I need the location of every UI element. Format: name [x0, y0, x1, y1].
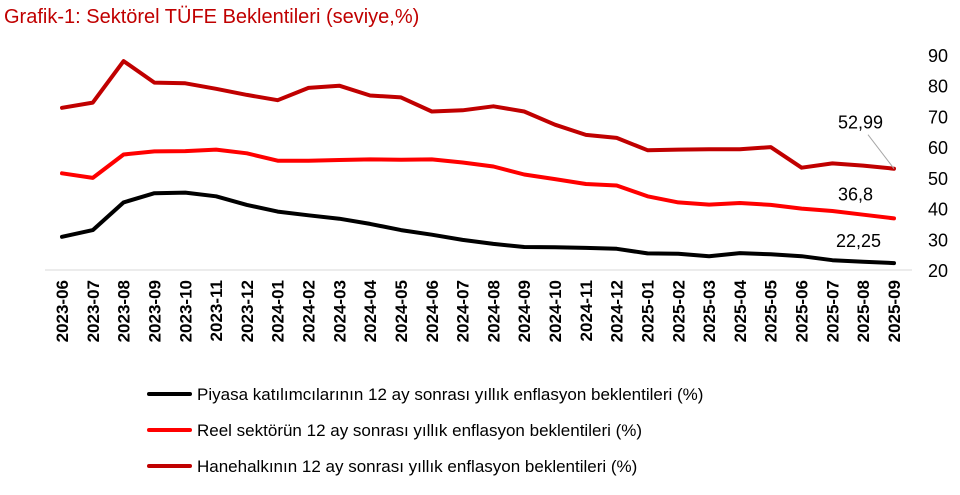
legend: Piyasa katılımcılarının 12 ay sonrası yı…	[147, 385, 703, 476]
x-tick-label: 2023-12	[238, 280, 257, 342]
x-tick-label: 2025-01	[638, 280, 657, 342]
x-tick-label: 2024-08	[484, 280, 503, 342]
x-tick-label: 2024-05	[392, 280, 411, 342]
series-end-label: 22,25	[836, 231, 881, 251]
end-label-layer: 22,25 36,8 52,99	[836, 113, 895, 251]
x-tick-label: 2025-08	[854, 280, 873, 342]
legend-label: Hanehalkının 12 ay sonrası yıllık enflas…	[197, 457, 637, 476]
y-tick-label: 20	[928, 261, 948, 281]
x-tick-label: 2024-09	[515, 280, 534, 342]
series-end-label: 36,8	[838, 184, 873, 204]
x-tick-label: 2025-09	[885, 280, 904, 342]
x-tick-label: 2023-10	[176, 280, 195, 342]
x-tick-label: 2024-10	[546, 280, 565, 342]
y-tick-label: 80	[928, 77, 948, 97]
x-tick-label: 2024-07	[454, 280, 473, 342]
x-tick-label: 2025-04	[731, 279, 750, 342]
legend-label: Reel sektörün 12 ay sonrası yıllık enfla…	[197, 421, 642, 440]
x-tick-label: 2024-01	[269, 280, 288, 342]
end-label-leader-line	[867, 134, 895, 169]
x-tick-label: 2023-06	[53, 280, 72, 342]
axis-layer: 20 30 40 50 60 70 80 90 2023-06 2023-07 2023-08 202…	[45, 46, 948, 342]
series-end-label: 52,99	[838, 113, 883, 133]
legend-label: Piyasa katılımcılarının 12 ay sonrası yı…	[197, 385, 703, 404]
series-layer	[60, 59, 896, 266]
y-tick-label: 70	[928, 107, 948, 127]
x-tick-label: 2024-11	[577, 280, 596, 341]
y-tick-label: 60	[928, 138, 948, 158]
x-tick-label: 2025-05	[762, 280, 781, 342]
x-tick-label: 2025-03	[700, 280, 719, 342]
x-tick-label: 2024-06	[423, 280, 442, 342]
series-line-hanehalki	[60, 59, 896, 171]
y-tick-label: 50	[928, 169, 948, 189]
chart-title: Grafik-1: Sektörel TÜFE Beklentileri (se…	[4, 6, 420, 28]
x-tick-label: 2023-07	[84, 280, 103, 342]
y-tick-label: 30	[928, 230, 948, 250]
x-tick-label: 2024-03	[330, 280, 349, 342]
y-tick-label: 40	[928, 200, 948, 220]
x-tick-label: 2023-09	[145, 280, 164, 342]
x-tick-label: 2024-12	[608, 280, 627, 342]
x-tick-label: 2025-06	[793, 280, 812, 342]
x-tick-label: 2023-08	[115, 280, 134, 342]
x-tick-label: 2025-07	[823, 280, 842, 342]
x-tick-label: 2025-02	[669, 280, 688, 342]
y-tick-label: 90	[928, 46, 948, 66]
series-line-piyasa	[60, 190, 896, 266]
x-tick-label: 2024-04	[361, 279, 380, 342]
x-tick-label: 2024-02	[300, 280, 319, 342]
x-tick-label: 2023-11	[207, 280, 226, 341]
series-line-reel	[60, 147, 896, 221]
